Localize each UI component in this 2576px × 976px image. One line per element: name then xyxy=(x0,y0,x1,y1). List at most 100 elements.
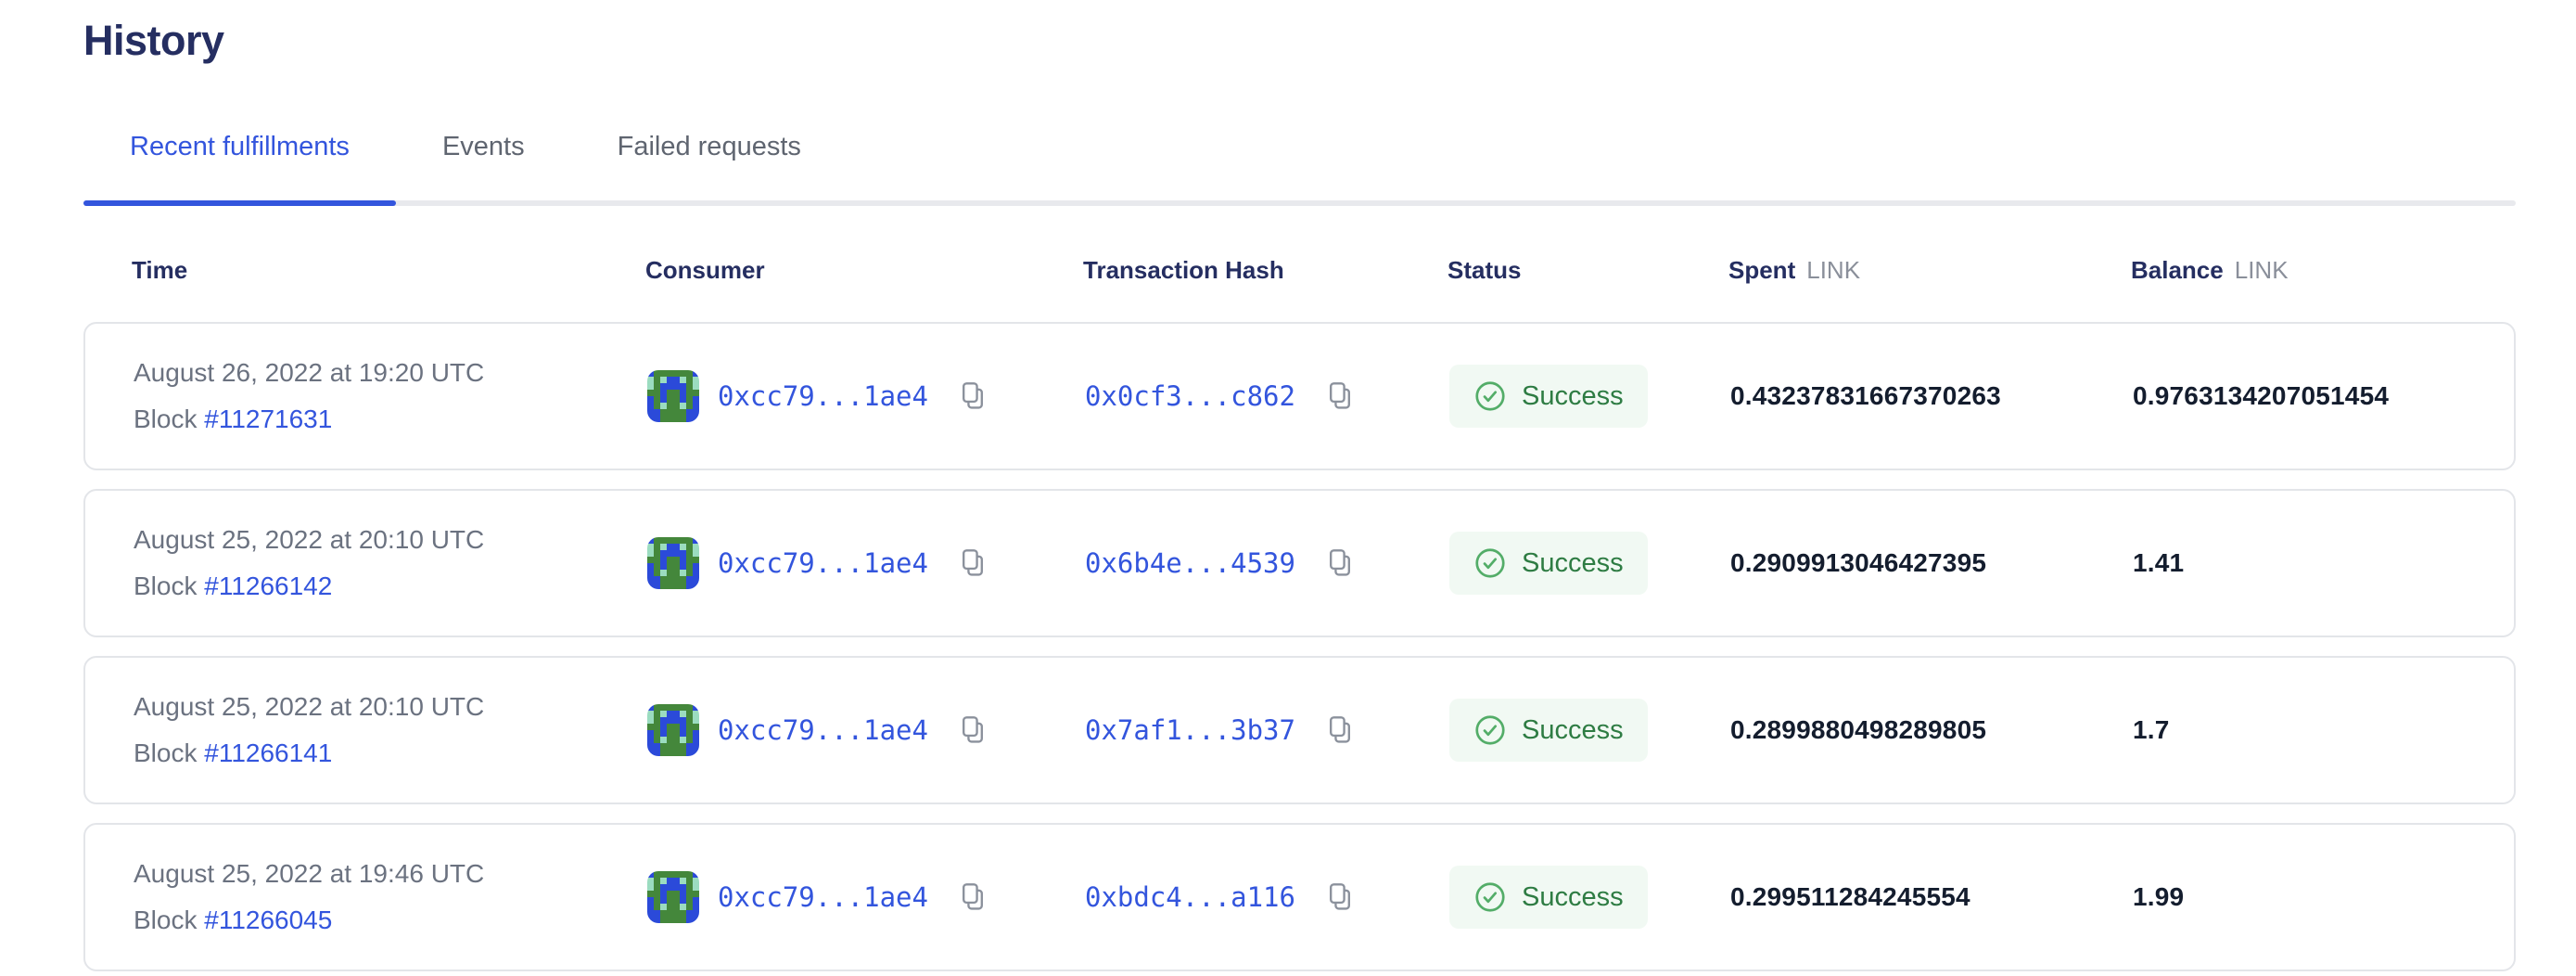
status-label: Success xyxy=(1522,547,1624,578)
copy-icon xyxy=(962,883,983,910)
tx-hash-cell: 0x7af1...3b37 xyxy=(1085,714,1449,746)
tx-hash-link[interactable]: 0x6b4e...4539 xyxy=(1085,547,1295,579)
row-timestamp: August 25, 2022 at 20:10 UTC xyxy=(134,525,485,554)
check-circle-icon xyxy=(1475,381,1505,411)
column-header-time: Time xyxy=(132,256,188,284)
row-timestamp: August 25, 2022 at 19:46 UTC xyxy=(134,859,485,888)
fulfillments-list: August 26, 2022 at 19:20 UTC Block #1127… xyxy=(83,322,2516,971)
page-title: History xyxy=(83,17,224,64)
check-circle-icon xyxy=(1475,715,1505,745)
column-header-status: Status xyxy=(1447,256,1522,284)
copy-tx-hash-button[interactable] xyxy=(1325,881,1355,913)
spent-value: 0.299511284245554 xyxy=(1730,882,1970,911)
consumer-identicon xyxy=(647,537,699,589)
row-block: Block #11271631 xyxy=(134,404,647,435)
tx-hash-link[interactable]: 0x7af1...3b37 xyxy=(1085,714,1295,746)
time-cell: August 25, 2022 at 20:10 UTC Block #1126… xyxy=(134,691,647,769)
column-header-balance-label: Balance xyxy=(2131,256,2224,284)
spent-value: 0.2899880498289805 xyxy=(1730,715,1987,744)
table-row: August 25, 2022 at 20:10 UTC Block #1126… xyxy=(83,656,2516,804)
time-cell: August 25, 2022 at 20:10 UTC Block #1126… xyxy=(134,524,647,602)
table-row: August 25, 2022 at 19:46 UTC Block #1126… xyxy=(83,823,2516,971)
status-cell: Success xyxy=(1449,365,1730,428)
tx-hash-link[interactable]: 0xbdc4...a116 xyxy=(1085,881,1295,913)
balance-unit-label: LINK xyxy=(2234,256,2289,284)
tab-events[interactable]: Events xyxy=(396,130,571,206)
block-number-link[interactable]: #11271631 xyxy=(204,405,333,433)
copy-icon xyxy=(962,382,983,409)
balance-value: 1.41 xyxy=(2133,548,2185,577)
column-header-consumer: Consumer xyxy=(645,256,765,284)
block-number-link[interactable]: #11266142 xyxy=(204,571,333,600)
check-circle-icon xyxy=(1475,882,1505,912)
tx-hash-cell: 0x0cf3...c862 xyxy=(1085,380,1449,412)
block-label: Block xyxy=(134,738,198,767)
block-number-link[interactable]: #11266141 xyxy=(204,738,333,767)
row-block: Block #11266045 xyxy=(134,905,647,936)
balance-value: 1.99 xyxy=(2133,882,2185,911)
column-header-spent-label: Spent xyxy=(1728,256,1796,284)
copy-icon xyxy=(1329,716,1350,743)
consumer-identicon xyxy=(647,704,699,756)
time-cell: August 25, 2022 at 19:46 UTC Block #1126… xyxy=(134,858,647,936)
status-cell: Success xyxy=(1449,532,1730,595)
copy-icon xyxy=(962,716,983,743)
balance-value: 0.9763134207051454 xyxy=(2133,381,2390,410)
tx-hash-link[interactable]: 0x0cf3...c862 xyxy=(1085,380,1295,412)
tx-hash-cell: 0xbdc4...a116 xyxy=(1085,881,1449,913)
copy-icon xyxy=(1329,549,1350,576)
consumer-cell: 0xcc79...1ae4 xyxy=(647,370,1085,422)
consumer-cell: 0xcc79...1ae4 xyxy=(647,537,1085,589)
consumer-cell: 0xcc79...1ae4 xyxy=(647,871,1085,923)
status-badge: Success xyxy=(1449,365,1648,428)
block-label: Block xyxy=(134,905,198,934)
time-cell: August 26, 2022 at 19:20 UTC Block #1127… xyxy=(134,357,647,435)
copy-tx-hash-button[interactable] xyxy=(1325,547,1355,579)
copy-icon xyxy=(1329,883,1350,910)
spent-value: 0.2909913046427395 xyxy=(1730,548,1987,577)
spent-unit-label: LINK xyxy=(1806,256,1861,284)
consumer-address-link[interactable]: 0xcc79...1ae4 xyxy=(718,881,928,913)
copy-tx-hash-button[interactable] xyxy=(1325,714,1355,746)
status-label: Success xyxy=(1522,714,1624,745)
consumer-address-link[interactable]: 0xcc79...1ae4 xyxy=(718,380,928,412)
copy-consumer-button[interactable] xyxy=(958,714,988,746)
table-row: August 25, 2022 at 20:10 UTC Block #1126… xyxy=(83,489,2516,637)
status-badge: Success xyxy=(1449,532,1648,595)
consumer-identicon xyxy=(647,871,699,923)
column-header-spent: Spent LINK xyxy=(1728,256,2131,285)
tx-hash-cell: 0x6b4e...4539 xyxy=(1085,547,1449,579)
copy-consumer-button[interactable] xyxy=(958,547,988,579)
tab-failed-requests[interactable]: Failed requests xyxy=(571,130,848,206)
consumer-cell: 0xcc79...1ae4 xyxy=(647,704,1085,756)
balance-value: 1.7 xyxy=(2133,715,2170,744)
status-label: Success xyxy=(1522,881,1624,912)
check-circle-icon xyxy=(1475,548,1505,578)
consumer-identicon xyxy=(647,370,699,422)
column-header-balance: Balance LINK xyxy=(2131,256,2468,285)
block-label: Block xyxy=(134,571,198,600)
spent-value: 0.43237831667370263 xyxy=(1730,381,2001,410)
status-badge: Success xyxy=(1449,866,1648,929)
row-timestamp: August 26, 2022 at 19:20 UTC xyxy=(134,358,485,387)
status-cell: Success xyxy=(1449,866,1730,929)
copy-consumer-button[interactable] xyxy=(958,380,988,412)
status-cell: Success xyxy=(1449,699,1730,762)
copy-icon xyxy=(962,549,983,576)
block-number-link[interactable]: #11266045 xyxy=(204,905,333,934)
copy-tx-hash-button[interactable] xyxy=(1325,380,1355,412)
tab-bar: Recent fulfillments Events Failed reques… xyxy=(83,130,2516,206)
row-block: Block #11266142 xyxy=(134,571,647,602)
table-row: August 26, 2022 at 19:20 UTC Block #1127… xyxy=(83,322,2516,470)
block-label: Block xyxy=(134,405,198,433)
row-timestamp: August 25, 2022 at 20:10 UTC xyxy=(134,692,485,721)
copy-icon xyxy=(1329,382,1350,409)
status-badge: Success xyxy=(1449,699,1648,762)
history-panel: History Recent fulfillments Events Faile… xyxy=(83,0,2516,971)
consumer-address-link[interactable]: 0xcc79...1ae4 xyxy=(718,547,928,579)
column-header-tx-hash: Transaction Hash xyxy=(1083,256,1284,284)
copy-consumer-button[interactable] xyxy=(958,881,988,913)
consumer-address-link[interactable]: 0xcc79...1ae4 xyxy=(718,714,928,746)
table-header: Time Consumer Transaction Hash Status Sp… xyxy=(83,256,2516,285)
tab-recent-fulfillments[interactable]: Recent fulfillments xyxy=(83,130,396,206)
